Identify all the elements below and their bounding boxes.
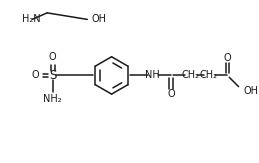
Text: CH₂: CH₂ bbox=[181, 70, 199, 80]
Text: O: O bbox=[224, 53, 231, 63]
Text: OH: OH bbox=[92, 14, 107, 24]
Text: OH: OH bbox=[243, 86, 258, 96]
Text: O: O bbox=[168, 89, 175, 99]
Text: CH₂: CH₂ bbox=[200, 70, 218, 80]
Text: S: S bbox=[49, 69, 56, 82]
Text: O: O bbox=[49, 52, 56, 62]
Text: NH: NH bbox=[145, 70, 160, 80]
Text: NH₂: NH₂ bbox=[44, 94, 62, 104]
Text: H₂N: H₂N bbox=[22, 14, 41, 24]
Text: O: O bbox=[31, 70, 39, 80]
